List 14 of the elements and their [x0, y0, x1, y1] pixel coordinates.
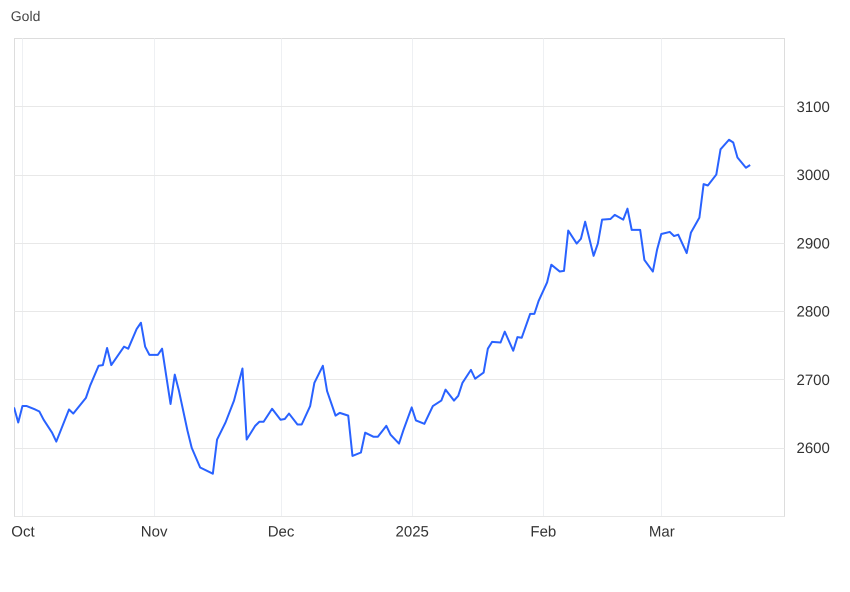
y-tick-label: 3000 — [796, 167, 830, 184]
chart-title: Gold — [10, 8, 40, 24]
y-tick-label: 3100 — [796, 98, 830, 116]
x-tick-label: 2025 — [396, 524, 429, 540]
x-tick-label: Mar — [648, 524, 675, 540]
x-tick-label: Nov — [140, 524, 168, 540]
x-tick-label: Dec — [268, 524, 295, 540]
y-tick-label: 2700 — [796, 372, 830, 389]
y-tick-label: 2800 — [796, 304, 830, 321]
line-series — [14, 138, 752, 475]
y-tick-label: 2900 — [796, 235, 830, 252]
x-tick-label: Oct — [11, 524, 36, 540]
y-tick-label: 2600 — [796, 440, 830, 458]
x-tick-label: Feb — [530, 524, 556, 540]
